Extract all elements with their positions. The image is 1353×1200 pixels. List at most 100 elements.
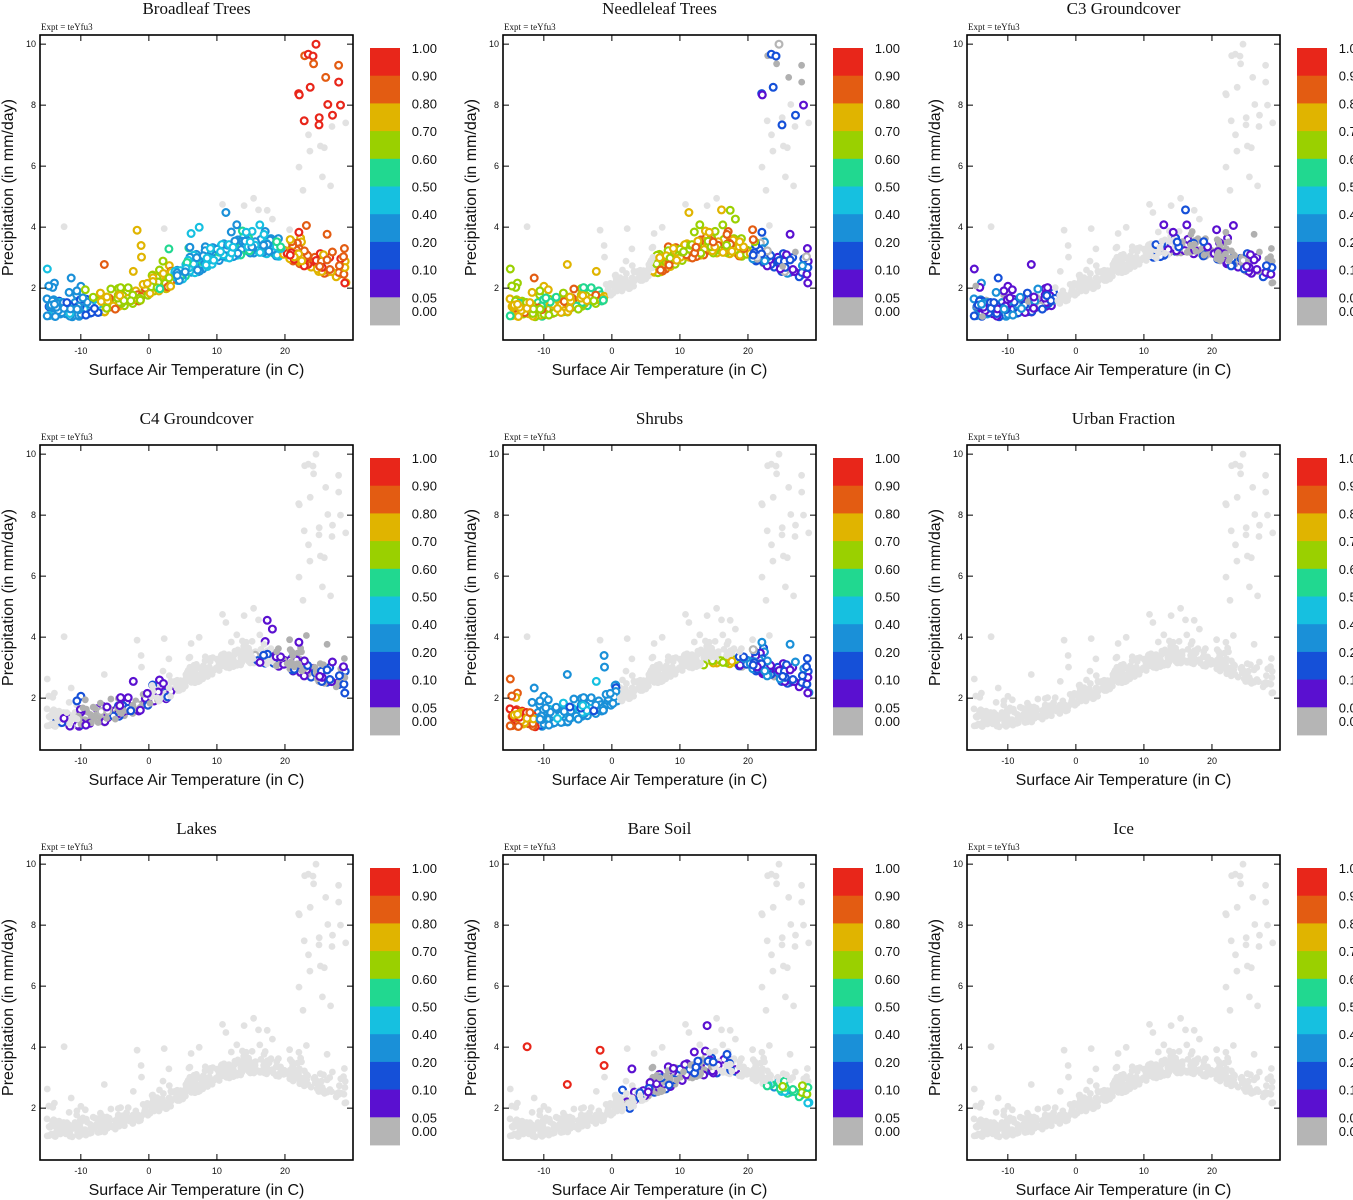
data-point bbox=[1262, 881, 1269, 889]
data-point bbox=[970, 705, 978, 713]
data-point bbox=[195, 633, 203, 641]
data-point bbox=[802, 244, 812, 254]
data-point bbox=[165, 655, 173, 663]
data-point bbox=[735, 237, 745, 247]
data-point bbox=[102, 303, 112, 313]
data-point bbox=[256, 1069, 264, 1076]
data-point bbox=[646, 259, 654, 266]
data-point bbox=[530, 1094, 538, 1102]
data-point bbox=[1087, 680, 1094, 687]
data-point bbox=[227, 1048, 235, 1056]
data-point bbox=[535, 696, 545, 706]
data-point bbox=[1076, 278, 1084, 285]
colorbar-label: 0.60 bbox=[875, 972, 900, 987]
data-point bbox=[544, 310, 554, 320]
data-point bbox=[732, 1035, 739, 1043]
colorbar-label: 0.00 bbox=[412, 714, 437, 729]
data-point bbox=[341, 1065, 348, 1072]
data-point bbox=[72, 304, 82, 314]
data-point bbox=[711, 1048, 719, 1055]
data-point bbox=[591, 676, 601, 686]
data-point bbox=[186, 229, 196, 239]
data-point bbox=[628, 655, 636, 663]
y-tick-label: 10 bbox=[489, 39, 499, 49]
colorbar-label: 1.00 bbox=[412, 861, 437, 876]
data-point bbox=[43, 705, 51, 713]
data-point bbox=[1063, 296, 1071, 304]
data-point bbox=[783, 1071, 790, 1079]
data-point bbox=[512, 709, 522, 719]
data-point bbox=[692, 653, 700, 661]
data-point bbox=[103, 714, 110, 722]
data-point bbox=[306, 493, 314, 501]
data-point bbox=[1065, 253, 1072, 261]
data-point bbox=[1100, 682, 1108, 689]
data-point bbox=[785, 484, 793, 491]
data-point bbox=[342, 939, 350, 947]
data-point bbox=[158, 678, 168, 688]
data-point bbox=[1056, 1088, 1064, 1095]
data-point bbox=[1054, 297, 1062, 305]
data-point bbox=[222, 619, 230, 626]
data-point bbox=[1010, 1118, 1018, 1126]
data-point bbox=[44, 281, 54, 291]
data-point bbox=[1267, 253, 1274, 261]
data-point bbox=[1242, 261, 1252, 271]
data-point bbox=[246, 1058, 254, 1066]
y-axis-label: Precipitation (in mm/day) bbox=[463, 509, 480, 686]
colorbar-label: 0.05 bbox=[1339, 290, 1353, 305]
data-point bbox=[749, 1071, 757, 1079]
data-point bbox=[63, 1119, 71, 1126]
data-point bbox=[599, 1116, 607, 1124]
y-tick-label: 10 bbox=[489, 449, 499, 459]
data-point bbox=[309, 462, 317, 470]
expt-label: Expt = teYfu3 bbox=[41, 842, 93, 852]
data-point bbox=[598, 705, 608, 715]
data-point bbox=[1246, 173, 1253, 181]
data-point bbox=[773, 60, 780, 68]
data-point bbox=[1222, 163, 1230, 171]
data-point bbox=[785, 665, 795, 675]
data-point bbox=[630, 282, 637, 290]
data-point bbox=[1129, 671, 1137, 679]
colorbar-swatch bbox=[833, 624, 863, 653]
colorbar-swatch bbox=[833, 951, 863, 980]
data-point bbox=[305, 541, 312, 549]
data-point bbox=[536, 1107, 544, 1115]
data-point bbox=[1108, 678, 1116, 686]
data-point bbox=[1070, 690, 1078, 697]
data-point bbox=[535, 286, 545, 296]
data-point bbox=[791, 123, 799, 130]
data-point bbox=[774, 39, 784, 49]
data-point bbox=[788, 265, 798, 275]
data-point bbox=[107, 1105, 115, 1113]
data-point bbox=[231, 1057, 239, 1065]
data-point bbox=[578, 701, 588, 711]
data-point bbox=[100, 1081, 108, 1088]
data-point bbox=[1047, 707, 1055, 714]
data-point bbox=[1213, 661, 1221, 669]
data-point bbox=[1120, 664, 1128, 672]
y-tick-label: 2 bbox=[494, 1103, 499, 1113]
data-point bbox=[203, 664, 211, 672]
data-point bbox=[569, 694, 579, 704]
data-point bbox=[573, 304, 583, 314]
data-point bbox=[299, 116, 309, 126]
scatter-layer bbox=[43, 860, 350, 1141]
data-point bbox=[773, 880, 780, 888]
data-point bbox=[515, 1133, 522, 1140]
colorbar: 1.000.900.800.700.600.500.400.200.100.05… bbox=[370, 41, 437, 326]
data-point bbox=[1236, 872, 1244, 880]
data-point bbox=[1144, 248, 1151, 256]
colorbar-label: 0.05 bbox=[875, 1110, 900, 1125]
data-point bbox=[315, 524, 323, 532]
data-point bbox=[685, 1029, 693, 1036]
data-point bbox=[1187, 641, 1195, 648]
data-point bbox=[1253, 676, 1261, 683]
data-point bbox=[52, 1133, 59, 1140]
data-point bbox=[544, 1106, 552, 1114]
data-point bbox=[181, 678, 189, 686]
data-point bbox=[758, 501, 766, 509]
